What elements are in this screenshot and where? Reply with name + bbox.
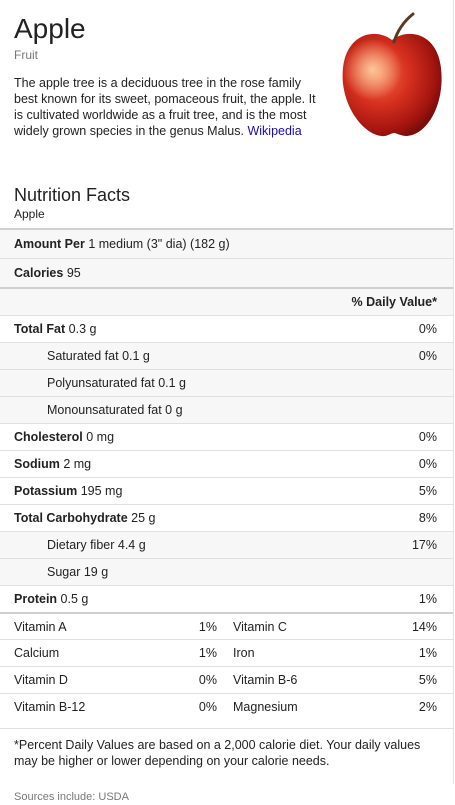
vitamin-pct: 5% <box>418 673 437 687</box>
amount-per-row: Amount Per 1 medium (3" dia) (182 g) <box>0 228 453 258</box>
nutrient-label: Sugar <box>47 565 81 579</box>
nutrient-value: 0.3 g <box>68 322 97 336</box>
vitamin-pct: 0% <box>198 700 217 714</box>
wikipedia-link[interactable]: Wikipedia <box>247 124 302 138</box>
description-text: The apple tree is a deciduous tree in th… <box>14 76 316 138</box>
amount-per-label: Amount Per <box>14 237 85 251</box>
nutrient-label: Cholesterol <box>14 430 83 444</box>
daily-value-header: % Daily Value* <box>351 295 437 309</box>
nutrient-value: 4.4 g <box>117 538 146 552</box>
panel-header: Apple Fruit The apple tree is a deciduou… <box>14 12 326 139</box>
apple-icon <box>342 12 442 137</box>
nutrient-label: Total Fat <box>14 322 66 336</box>
vitamin-name: Vitamin B-12 <box>14 700 86 714</box>
description: The apple tree is a deciduous tree in th… <box>14 75 326 139</box>
vitamin-name: Calcium <box>14 646 60 660</box>
nutrient-daily-pct: 8% <box>418 511 437 525</box>
vitamin-name: Vitamin D <box>14 673 68 687</box>
page-title: Apple <box>14 13 86 44</box>
nutrient-row-sugar: Sugar 19 g <box>0 558 453 585</box>
nutrient-daily-pct: 0% <box>418 430 437 444</box>
vitamin-name: Vitamin C <box>233 620 287 634</box>
calories-value: 95 <box>66 266 81 280</box>
nutrient-label: Monounsaturated fat <box>47 403 162 417</box>
daily-value-footnote: *Percent Daily Values are based on a 2,0… <box>0 728 453 784</box>
nutrient-daily-pct: 0% <box>418 457 437 471</box>
nutrient-value: 2 mg <box>63 457 92 471</box>
vitamin-name: Magnesium <box>233 700 298 714</box>
nutrition-facts-title: Nutrition Facts <box>14 185 131 205</box>
nutrient-daily-pct: 5% <box>418 484 437 498</box>
vitamin-pct: 1% <box>198 620 217 634</box>
nutrient-row-protein: Protein 0.5 g 1% <box>0 585 453 612</box>
nutrient-value: 0 mg <box>86 430 115 444</box>
nutrient-label: Dietary fiber <box>47 538 115 552</box>
nutrient-value: 19 g <box>83 565 109 579</box>
nutrient-daily-pct: 17% <box>411 538 437 552</box>
nutrient-label: Polyunsaturated fat <box>47 376 155 390</box>
nutrient-value: 0.1 g <box>158 376 187 390</box>
nutrient-value: 0.5 g <box>60 592 89 606</box>
knowledge-panel: Apple Fruit The apple tree is a deciduou… <box>0 0 454 784</box>
vitamin-pct: 2% <box>418 700 437 714</box>
vitamin-row: Calcium 1% Iron 1% <box>0 639 453 666</box>
vitamin-name: Vitamin B-6 <box>233 673 298 687</box>
nutrient-row-total-carbohydrate: Total Carbohydrate 25 g 8% <box>0 504 453 531</box>
nutrient-row-dietary-fiber: Dietary fiber 4.4 g 17% <box>0 531 453 558</box>
nutrition-table: Amount Per 1 medium (3" dia) (182 g) Cal… <box>0 228 453 720</box>
nutrient-row-cholesterol: Cholesterol 0 mg 0% <box>0 423 453 450</box>
nutrient-row-monounsaturated-fat: Monounsaturated fat 0 g <box>0 396 453 423</box>
entity-type: Fruit <box>14 48 38 62</box>
vitamin-name: Iron <box>233 646 255 660</box>
calories-row: Calories 95 <box>0 258 453 287</box>
sources-note: Sources include: USDA <box>14 791 129 803</box>
nutrient-row-polyunsaturated-fat: Polyunsaturated fat 0.1 g <box>0 369 453 396</box>
calories-label: Calories <box>14 266 64 280</box>
nutrient-daily-pct: 0% <box>418 322 437 336</box>
nutrition-food-name: Apple <box>14 207 45 221</box>
vitamin-row: Vitamin A 1% Vitamin C 14% <box>0 612 453 639</box>
vitamin-name: Vitamin A <box>14 620 67 634</box>
vitamin-pct: 1% <box>198 646 217 660</box>
nutrient-row-saturated-fat: Saturated fat 0.1 g 0% <box>0 342 453 369</box>
nutrient-value: 25 g <box>131 511 156 525</box>
serving-size: 1 medium (3" dia) (182 g) <box>88 237 230 251</box>
nutrient-label: Saturated fat <box>47 349 119 363</box>
nutrient-daily-pct: 1% <box>418 592 437 606</box>
vitamin-pct: 14% <box>411 620 437 634</box>
daily-value-header-row: % Daily Value* <box>0 287 453 315</box>
nutrient-label: Total Carbohydrate <box>14 511 128 525</box>
nutrient-row-potassium: Potassium 195 mg 5% <box>0 477 453 504</box>
apple-image[interactable] <box>337 10 447 142</box>
nutrient-daily-pct: 0% <box>418 349 437 363</box>
vitamin-row: Vitamin D 0% Vitamin B-6 5% <box>0 666 453 693</box>
nutrient-value: 0.1 g <box>122 349 150 363</box>
vitamin-pct: 0% <box>198 673 217 687</box>
vitamin-pct: 1% <box>418 646 437 660</box>
nutrient-row-total-fat: Total Fat 0.3 g 0% <box>0 315 453 342</box>
nutrient-value: 0 g <box>165 403 183 417</box>
nutrient-row-sodium: Sodium 2 mg 0% <box>0 450 453 477</box>
nutrient-label: Potassium <box>14 484 78 498</box>
nutrient-value: 195 mg <box>80 484 123 498</box>
nutrient-label: Sodium <box>14 457 60 471</box>
nutrient-label: Protein <box>14 592 58 606</box>
vitamin-row: Vitamin B-12 0% Magnesium 2% <box>0 693 453 720</box>
